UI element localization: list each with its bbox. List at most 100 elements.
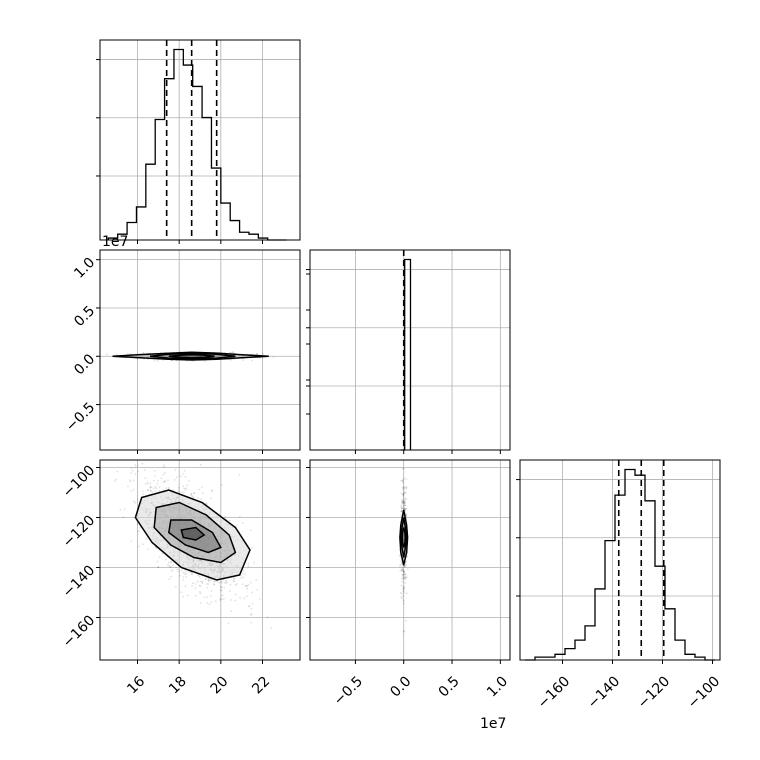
- contour-1-sample-point: [184, 570, 187, 573]
- contour-1-sample-point: [178, 570, 181, 573]
- contour-1-sample-point: [226, 582, 228, 584]
- contour-2-sample-point: [398, 554, 401, 557]
- contour-2-sample-point: [400, 510, 402, 513]
- x-tick-label-1-0: −0.5: [331, 673, 366, 708]
- contour-1-sample-point: [119, 508, 122, 511]
- contour-2-level-1: [400, 517, 408, 558]
- contour-1-sample-point: [143, 469, 146, 472]
- contour-2-sample-point: [402, 493, 405, 496]
- contour-2-sample-point: [404, 578, 407, 581]
- contour-2-sample-point: [404, 508, 406, 510]
- contour-1-level-2: [167, 519, 222, 554]
- contour-1-sample-point: [130, 490, 133, 492]
- contour-2-sample-point: [405, 564, 408, 567]
- hist-1-panel: [306, 250, 510, 451]
- contour-1-sample-point: [200, 486, 203, 489]
- contour-1-sample-point: [167, 479, 169, 482]
- contour-1-sample-point: [180, 591, 183, 594]
- contour-2-sample-point: [402, 467, 405, 470]
- contour-2-sample-point: [401, 580, 404, 583]
- contour-2-sample-point: [401, 480, 404, 483]
- hist-0-step: [107, 48, 287, 241]
- contour-1-sample-point: [138, 526, 141, 529]
- contour-1-sample-point: [200, 498, 203, 500]
- contour-1-sample-point: [238, 473, 241, 476]
- contour-2-sample-point: [405, 576, 408, 579]
- contour-2-background: [310, 460, 510, 660]
- contour-1-sample-point: [233, 580, 236, 583]
- contour-1-sample-point: [219, 589, 222, 592]
- contour-1-sample-point: [142, 493, 145, 496]
- contour-2-sample-point: [402, 493, 405, 495]
- contour-1-sample-point: [133, 500, 135, 502]
- y-offset-label-param1: 1e7: [102, 234, 128, 250]
- contour-1-sample-point: [136, 498, 139, 501]
- contour-1-sample-point: [170, 570, 173, 572]
- contour-1-sample-point: [201, 582, 204, 585]
- contour-1-sample-point: [210, 578, 213, 581]
- contour-2-sample-point: [401, 573, 404, 576]
- contour-1-sample-point: [218, 581, 221, 584]
- contour-1-sample-point: [232, 580, 235, 582]
- contour-1-sample-point: [246, 595, 248, 598]
- contour-1-sample-point: [216, 580, 219, 583]
- contour-2-sample-point: [399, 591, 402, 594]
- contour-1-sample-point: [128, 479, 131, 482]
- contour-1-sample-point: [201, 580, 204, 583]
- contour-2-sample-point: [405, 576, 407, 579]
- contour-2-sample-point: [401, 501, 404, 503]
- contour-2-sample-point: [403, 486, 406, 489]
- contour-2-sample-point: [404, 491, 407, 494]
- contour-2-sample-point: [403, 507, 405, 510]
- contour-2-sample-point: [405, 487, 407, 490]
- contour-1-sample-point: [228, 519, 231, 522]
- contour-0-sample-point: [232, 351, 235, 354]
- contour-2-sample-point: [400, 568, 403, 571]
- contour-0-level-1: [149, 352, 236, 360]
- contour-2-sample-point: [404, 499, 406, 502]
- contour-0-sample-point: [142, 351, 145, 354]
- contour-2-sample-point: [402, 490, 405, 492]
- contour-2-sample-point: [400, 480, 403, 482]
- contour-2-sample-point: [404, 497, 406, 500]
- contour-1-sample-point: [174, 479, 176, 481]
- contour-1-sample-point: [207, 579, 210, 582]
- contour-2-sample-point: [401, 577, 403, 580]
- contour-1-sample-point: [222, 597, 225, 600]
- contour-1-sample-point: [239, 596, 242, 599]
- contour-2-sample-point: [401, 566, 404, 568]
- contour-1-sample-point: [182, 473, 184, 475]
- contour-2-sample-point: [400, 562, 403, 565]
- contour-1-sample-point: [242, 576, 245, 579]
- hist-0-panel: [96, 40, 300, 241]
- contour-1-sample-point: [182, 579, 184, 581]
- contour-1-sample-point: [221, 586, 223, 589]
- contour-1-sample-point: [223, 582, 226, 584]
- contour-0-sample-point: [250, 359, 253, 362]
- contour-1-sample-point: [176, 568, 179, 571]
- contour-1-sample-point: [183, 573, 186, 576]
- contour-2-sample-point: [405, 478, 408, 480]
- contour-2-sample-point: [403, 571, 405, 574]
- contour-2-sample-point: [403, 565, 406, 567]
- contour-1-sample-point: [156, 560, 159, 563]
- contour-1-sample-point: [228, 590, 231, 593]
- contour-2-sample-point: [404, 582, 407, 584]
- contour-1-sample-point: [247, 605, 250, 608]
- contour-2-sample-point: [399, 565, 401, 568]
- contour-2-sample-point: [402, 492, 405, 495]
- contour-1-sample-point: [132, 479, 135, 482]
- hist-0-background: [100, 40, 300, 240]
- contour-1-sample-point: [199, 585, 202, 587]
- contour-2-sample-point: [404, 562, 407, 564]
- contour-1-sample-point: [209, 579, 211, 581]
- contour-1-sample-point: [251, 591, 254, 594]
- contour-2-sample-point: [404, 575, 407, 578]
- contour-2-sample-point: [400, 514, 403, 517]
- contour-1-sample-point: [134, 501, 136, 504]
- contour-1-sample-point: [147, 482, 149, 485]
- contour-2-sample-point: [401, 569, 404, 572]
- contour-1-sample-point: [164, 480, 166, 483]
- y-tick-label-2-3: −100: [60, 462, 99, 501]
- contour-2-sample-point: [404, 502, 406, 505]
